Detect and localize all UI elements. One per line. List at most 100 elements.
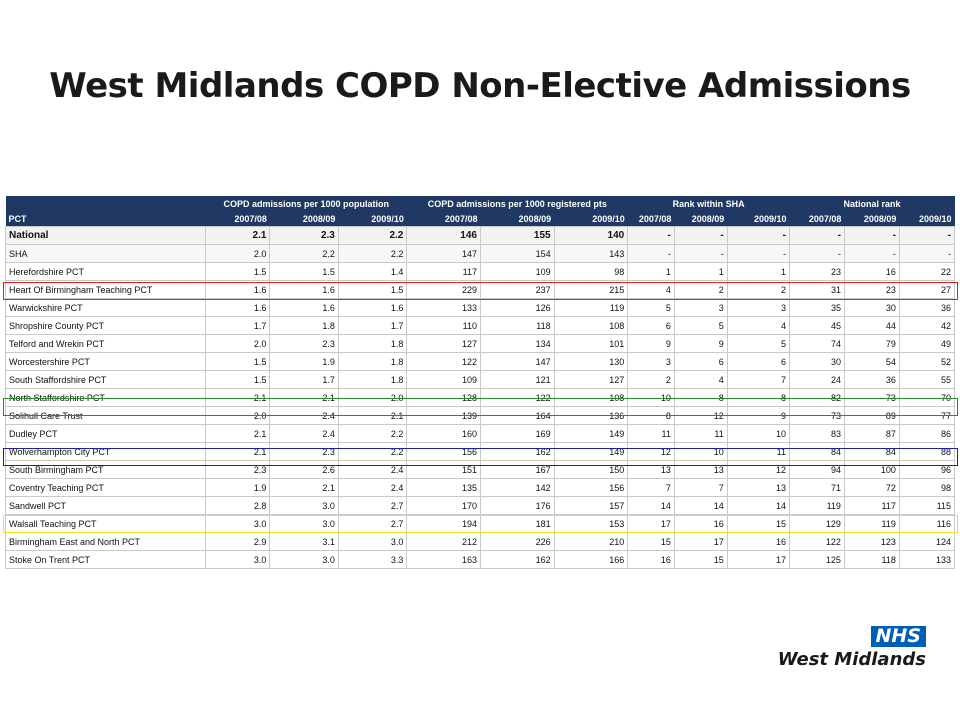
pct-name-cell: Walsall Teaching PCT — [4, 514, 207, 533]
table-row: Stoke On Trent PCT 3.0 3.0 3.3 163 162 166 16 15… — [4, 550, 956, 569]
value-cell: 150 — [553, 460, 629, 479]
value-cell: 9 — [726, 406, 791, 425]
value-cell: - — [627, 226, 675, 245]
value-cell: - — [789, 226, 845, 245]
table-row: Herefordshire PCT 1.5 1.5 1.4 117 109 98 1 1 1 23 1… — [4, 262, 956, 281]
value-cell: 1 — [726, 262, 791, 281]
pct-name-cell: Herefordshire PCT — [4, 262, 207, 281]
value-cell: 133 — [406, 298, 481, 317]
value-cell: 17 — [673, 532, 728, 551]
value-cell: 2.2 — [337, 424, 408, 443]
year-header: 2009/10 — [338, 212, 407, 227]
value-cell: 17 — [627, 514, 675, 533]
page-title: West Midlands COPD Non-Elective Admissio… — [49, 66, 911, 106]
year-header: 2009/10 — [727, 212, 790, 227]
value-cell: 1.5 — [269, 262, 339, 281]
value-cell: 15 — [673, 550, 728, 569]
value-cell: 121 — [479, 370, 555, 389]
value-cell: 1 — [627, 262, 675, 281]
year-header: 2009/10 — [554, 212, 628, 227]
year-header: 2007/08 — [789, 212, 845, 227]
value-cell: 2 — [726, 280, 791, 299]
copd-admissions-table: COPD admissions per 1000 population COPD… — [4, 196, 956, 569]
value-cell: 5 — [726, 334, 791, 353]
table-row: Wolverhampton City PCT 2.1 2.3 2.2 156 162 149… — [4, 442, 956, 461]
value-cell: 2.2 — [337, 226, 408, 245]
pct-name-cell: South Staffordshire PCT — [4, 370, 207, 389]
value-cell: 147 — [406, 244, 481, 263]
value-cell: - — [673, 244, 728, 263]
value-cell: 22 — [898, 262, 956, 281]
pct-name-cell: Heart Of Birmingham Teaching PCT — [4, 280, 207, 299]
value-cell: 212 — [406, 532, 481, 551]
value-cell: 96 — [898, 460, 956, 479]
value-cell: 122 — [479, 388, 555, 407]
value-cell: 164 — [479, 406, 555, 425]
value-cell: 166 — [553, 550, 629, 569]
value-cell: 12 — [673, 406, 728, 425]
year-header: 2008/09 — [269, 212, 339, 227]
value-cell: 2.1 — [337, 406, 408, 425]
value-cell: 36 — [843, 370, 900, 389]
value-cell: 115 — [898, 496, 956, 515]
value-cell: 14 — [673, 496, 728, 515]
value-cell: 1.8 — [269, 316, 339, 335]
value-cell: 15 — [726, 514, 791, 533]
value-cell: 94 — [789, 460, 845, 479]
value-cell: 44 — [843, 316, 900, 335]
value-cell: 117 — [843, 496, 900, 515]
year-header: 2008/09 — [674, 212, 728, 227]
pct-name-cell: Solihull Care Trust — [4, 406, 207, 425]
value-cell: 134 — [479, 334, 555, 353]
value-cell: 119 — [553, 298, 629, 317]
value-cell: 30 — [843, 298, 900, 317]
value-cell: 4 — [627, 280, 675, 299]
value-cell: 1.5 — [205, 352, 271, 371]
value-cell: 42 — [898, 316, 956, 335]
year-header: 2008/09 — [844, 212, 900, 227]
value-cell: 3.0 — [205, 514, 271, 533]
year-header: 2009/10 — [899, 212, 955, 227]
table-row: South Birmingham PCT 2.3 2.6 2.4 151 167 150 13… — [4, 460, 956, 479]
value-cell: 45 — [789, 316, 845, 335]
table-row: Dudley PCT 2.1 2.4 2.2 160 169 149 11 11 10 83 87 86 — [4, 424, 956, 443]
value-cell: 170 — [406, 496, 481, 515]
value-cell: 9 — [673, 334, 728, 353]
value-cell: 2.4 — [337, 478, 408, 497]
value-cell: 151 — [406, 460, 481, 479]
value-cell: 123 — [843, 532, 900, 551]
value-cell: 3.0 — [269, 550, 339, 569]
group-header-row: COPD admissions per 1000 population COPD… — [5, 196, 955, 212]
value-cell: 5 — [627, 298, 675, 317]
value-cell: 3.3 — [337, 550, 408, 569]
year-header: 2007/08 — [406, 212, 481, 227]
value-cell: 16 — [627, 550, 675, 569]
value-cell: 1.5 — [205, 262, 271, 281]
value-cell: 2 — [673, 280, 728, 299]
value-cell: 155 — [479, 226, 555, 245]
value-cell: 2.2 — [337, 442, 408, 461]
value-cell: 226 — [479, 532, 555, 551]
value-cell: 139 — [406, 406, 481, 425]
value-cell: 2.0 — [337, 388, 408, 407]
value-cell: 6 — [726, 352, 791, 371]
value-cell: 73 — [789, 406, 845, 425]
table-row: South Staffordshire PCT 1.5 1.7 1.8 109 121 12… — [4, 370, 956, 389]
value-cell: 118 — [479, 316, 555, 335]
value-cell: 14 — [726, 496, 791, 515]
value-cell: 101 — [553, 334, 629, 353]
value-cell: 229 — [406, 280, 481, 299]
value-cell: 3.0 — [205, 550, 271, 569]
table-row: National 2.1 2.3 2.2 146 155 140- - - - - - — [4, 226, 956, 245]
value-cell: 8 — [726, 388, 791, 407]
group-header: COPD admissions per 1000 population — [205, 196, 407, 212]
value-cell: - — [898, 226, 956, 245]
value-cell: 98 — [898, 478, 956, 497]
table-row: SHA 2.0 2.2 2.2 147 154 143- - - - - - — [4, 244, 956, 263]
value-cell: 108 — [553, 388, 629, 407]
value-cell: 1.6 — [269, 280, 339, 299]
value-cell: 15 — [627, 532, 675, 551]
pct-name-cell: National — [4, 226, 207, 245]
value-cell: - — [627, 244, 675, 263]
value-cell: 2.1 — [205, 442, 271, 461]
